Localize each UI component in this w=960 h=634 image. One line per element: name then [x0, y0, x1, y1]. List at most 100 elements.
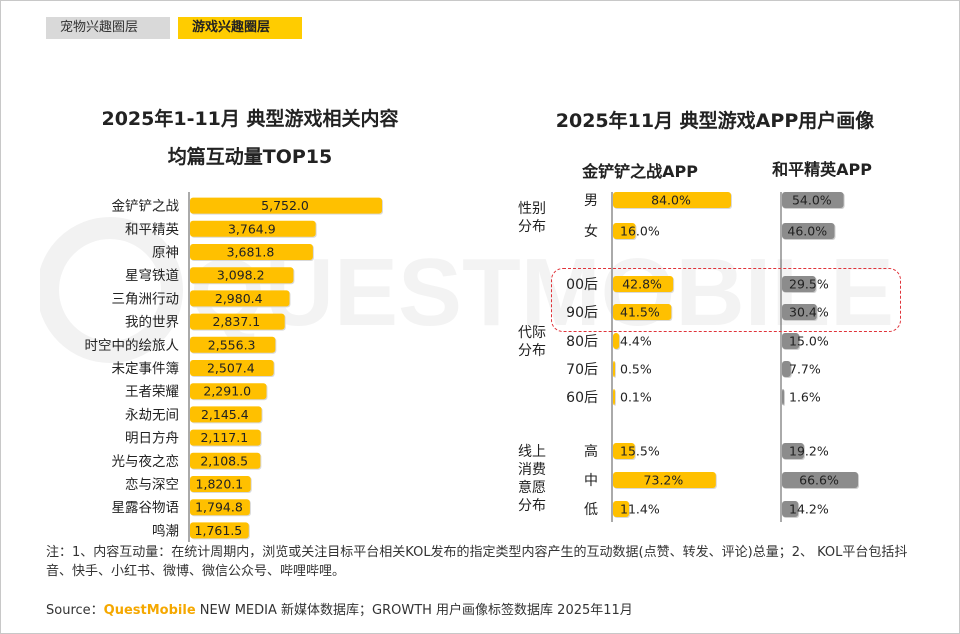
series2-value-label: 30.4%: [789, 305, 829, 320]
series2-value-label: 19.2%: [789, 444, 829, 459]
series2-bar: [782, 443, 804, 459]
series1-bar: [613, 389, 615, 405]
item-label: 00后: [566, 277, 598, 293]
series1-bar: [613, 333, 620, 349]
item-label: 70后: [566, 362, 598, 378]
series1-value-label: 0.5%: [620, 362, 652, 377]
source-line: Source：QuestMobile NEW MEDIA 新媒体数据库；GROW…: [46, 599, 633, 618]
series2-bar: [782, 389, 784, 405]
series2-value-label: 1.6%: [789, 390, 821, 405]
bar: [190, 290, 290, 307]
series1-value-label: 15.5%: [620, 444, 660, 459]
series2-value-label: 54.0%: [792, 193, 832, 208]
series1-value-label: 16.0%: [620, 224, 660, 239]
source-brand: QuestMobile: [103, 603, 196, 618]
bar: [190, 244, 313, 260]
series2-bar: [782, 304, 817, 320]
bar-value-label: 2,117.1: [200, 430, 248, 445]
right-chart-title: 2025年11月 典型游戏APP用户画像: [555, 110, 875, 132]
category-label: 永劫无间: [125, 407, 179, 423]
series2-bar: [782, 333, 800, 349]
series1-bar: [613, 361, 615, 377]
bar: [190, 452, 261, 469]
series1-bar: [613, 472, 716, 488]
series1-value-label: 84.0%: [651, 193, 691, 208]
series1-value-label: 4.4%: [620, 334, 652, 349]
series1-value-label: 41.5%: [620, 305, 660, 320]
series1-bar: [613, 192, 731, 208]
series1-value-label: 0.1%: [620, 390, 652, 405]
series2-value-label: 7.7%: [789, 362, 821, 377]
series2-bar: [782, 472, 858, 488]
right-col1-header: 金铲铲之战APP: [582, 162, 698, 181]
category-label: 星露谷物语: [112, 500, 180, 516]
bar-value-label: 1,820.1: [196, 477, 244, 492]
bar: [190, 406, 262, 423]
category-label: 三角洲行动: [112, 291, 180, 307]
bar-value-label: 3,764.9: [228, 221, 276, 236]
series2-value-label: 29.5%: [789, 277, 829, 292]
category-label: 王者荣耀: [125, 384, 179, 400]
category-label: 光与夜之恋: [112, 453, 180, 470]
category-label: 星穹铁道: [125, 268, 179, 284]
series2-bar: [782, 223, 835, 239]
series1-bar: [613, 304, 672, 320]
bar: [190, 360, 274, 376]
category-label: 金铲铲之战: [112, 199, 180, 215]
series2-bar: [782, 192, 844, 208]
category-label: 我的世界: [125, 315, 179, 331]
left-chart-title-line2: 均篇互动量TOP15: [167, 146, 333, 168]
bar: [190, 220, 316, 237]
series1-bar: [613, 276, 674, 292]
item-label: 男: [584, 193, 598, 209]
item-label: 女: [584, 223, 598, 240]
highlight-box: [551, 268, 901, 332]
item-label: 80后: [566, 334, 598, 350]
item-label: 中: [584, 473, 598, 489]
source-prefix: Source：: [46, 603, 104, 618]
tab-game-interest[interactable]: 游戏兴趣圈层: [178, 17, 302, 39]
series1-value-label: 11.4%: [620, 502, 660, 517]
bar-value-label: 2,291.0: [203, 384, 251, 399]
group-label: 线上消费意愿分布: [518, 444, 546, 514]
footnote: 注：1、内容互动量：在统计周期内，浏览或关注目标平台相关KOL发布的指定类型内容…: [46, 545, 908, 579]
series1-value-label: 73.2%: [644, 473, 684, 488]
bar: [190, 476, 251, 492]
bar-value-label: 2,108.5: [200, 453, 248, 468]
item-label: 60后: [566, 390, 598, 406]
bar-value-label: 1,794.8: [195, 500, 243, 515]
bar-value-label: 2,507.4: [207, 361, 255, 376]
bar-value-label: 2,145.4: [201, 407, 249, 422]
bar-value-label: 2,980.4: [215, 291, 263, 306]
item-label: 低: [584, 502, 598, 518]
category-label: 明日方舟: [125, 431, 179, 447]
category-label: 恋与深空: [125, 476, 179, 493]
bar-value-label: 3,098.2: [217, 268, 265, 283]
bar: [190, 499, 250, 516]
group-label: 性别分布: [518, 201, 546, 235]
bar: [190, 383, 267, 400]
bar: [190, 267, 294, 284]
bar-value-label: 3,681.8: [227, 245, 275, 260]
series1-bar: [613, 443, 635, 459]
tab-pet-interest[interactable]: 宠物兴趣圈层: [46, 17, 170, 39]
series2-bar: [782, 276, 816, 292]
item-label: 90后: [566, 305, 598, 321]
bar: [190, 197, 382, 214]
category-label: 鸣潮: [152, 522, 179, 539]
category-label: 未定事件簿: [112, 361, 180, 377]
series2-value-label: 14.2%: [789, 502, 829, 517]
category-label: 原神: [152, 245, 179, 261]
series2-value-label: 46.0%: [787, 224, 827, 239]
bar: [190, 313, 285, 330]
series1-bar: [613, 501, 630, 517]
source-rest: NEW MEDIA 新媒体数据库；GROWTH 用户画像标签数据库 2025年1…: [195, 603, 633, 618]
bar-value-label: 2,556.3: [208, 337, 256, 352]
bar: [190, 522, 249, 539]
bar-value-label: 5,752.0: [261, 198, 309, 213]
series2-bar: [782, 501, 799, 517]
series2-value-label: 66.6%: [799, 473, 839, 488]
bar: [190, 429, 261, 446]
